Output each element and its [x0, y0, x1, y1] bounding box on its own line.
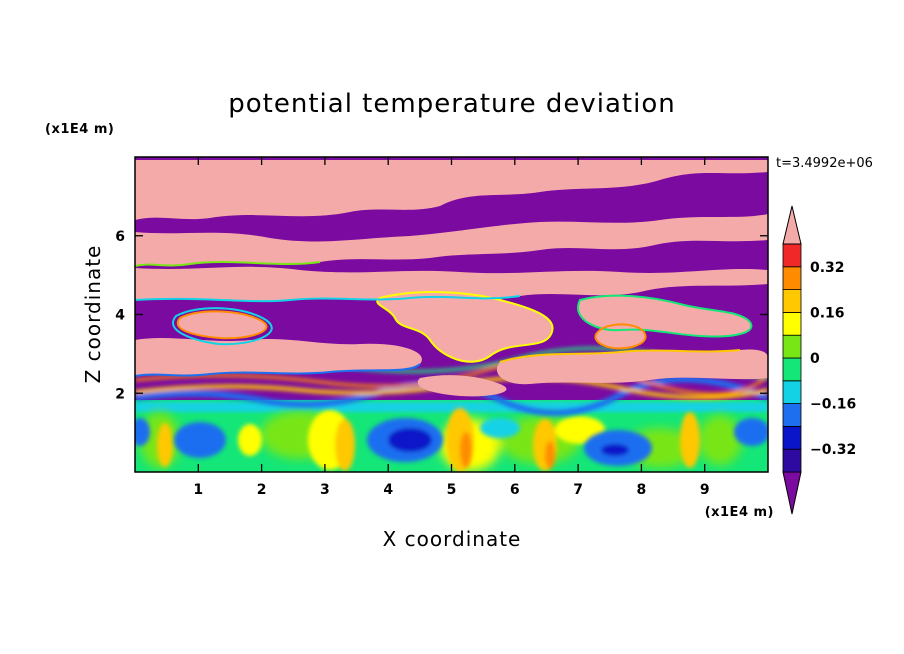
interface-filaments [135, 261, 753, 377]
colorbar-level [782, 311, 802, 336]
colorbar-level [782, 357, 802, 382]
upper-warm-patches [135, 160, 768, 397]
y-tick-label: 2 [115, 386, 125, 402]
x-tick-label: 2 [257, 482, 267, 498]
colorbar-tick-label: −0.32 [810, 442, 856, 458]
x-tick-label: 3 [320, 482, 330, 498]
x-tick-label: 7 [573, 482, 583, 498]
colorbar: 0.32 0.16 0 −0.16 −0.32 [782, 205, 856, 515]
colorbar-level [782, 266, 802, 290]
y-unit-label: (x1E4 m) [45, 122, 114, 137]
x-axis: 1 2 3 4 5 6 7 8 9 [193, 157, 710, 498]
colorbar-level [782, 380, 802, 404]
colorbar-extend-max [782, 205, 802, 245]
colorbar-level [782, 448, 802, 473]
y-axis-title: Z coordinate [81, 245, 105, 384]
colorbar-tick-label: −0.16 [810, 397, 856, 413]
plot-area [135, 157, 768, 472]
x-tick-label: 1 [193, 482, 203, 498]
x-tick-label: 5 [447, 482, 457, 498]
y-axis: 2 4 6 [115, 229, 768, 402]
colorbar-level [782, 334, 802, 359]
x-tick-label: 6 [510, 482, 520, 498]
colorbar-tick-label: 0.32 [810, 260, 845, 276]
y-tick-label: 4 [115, 308, 125, 324]
boundary-layer-field [135, 400, 768, 472]
colorbar-level [782, 243, 802, 268]
chart-title: potential temperature deviation [228, 89, 675, 119]
colorbar-level [782, 425, 802, 450]
colorbar-level [782, 403, 802, 427]
time-label: t=3.4992e+06 [776, 156, 873, 171]
x-unit-label: (x1E4 m) [705, 505, 774, 520]
colorbar-tick-label: 0 [810, 351, 820, 367]
colorbar-extend-min [782, 471, 802, 515]
x-tick-label: 4 [383, 482, 393, 498]
y-tick-label: 6 [115, 229, 125, 245]
x-tick-label: 8 [637, 482, 647, 498]
x-axis-title: X coordinate [383, 527, 522, 551]
colorbar-tick-label: 0.16 [810, 305, 845, 321]
colorbar-level [782, 289, 802, 313]
x-tick-label: 9 [700, 482, 710, 498]
